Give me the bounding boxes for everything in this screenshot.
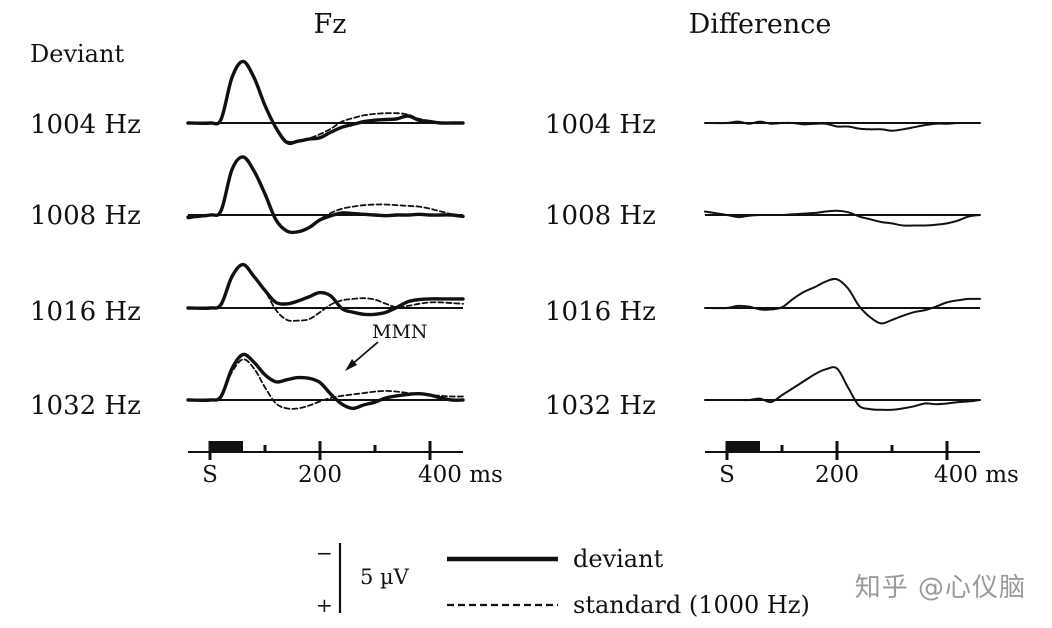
row-label-1032-right: 1032 Hz — [545, 391, 656, 421]
left-standard-wave-1016hz — [187, 263, 464, 322]
right-stimulus-bar — [727, 441, 760, 452]
row-label-1004-left: 1004 Hz — [30, 110, 141, 140]
mmn-arrow-shaft — [349, 341, 379, 367]
right-chart-title: Difference — [689, 9, 832, 40]
right-axis-label-s: S — [719, 462, 735, 488]
right-axis-label-400: 400 ms — [934, 462, 1019, 488]
deviant-header: Deviant — [30, 40, 124, 68]
left-standard-wave-1032hz — [187, 358, 464, 410]
right-difference-wave-1016hz — [704, 277, 981, 325]
legend-deviant-label: deviant — [573, 545, 664, 573]
right-axis-label-200: 200 — [815, 462, 859, 488]
left-axis-label-s: S — [202, 462, 218, 488]
legend-standard-label: standard (1000 Hz) — [573, 591, 810, 619]
left-chart-title: Fz — [314, 9, 347, 40]
left-standard-wave-1004hz — [187, 60, 464, 143]
right-difference-wave-1032hz — [704, 366, 981, 411]
chart-marks — [186, 59, 981, 460]
mmn-arrow-head — [345, 359, 357, 371]
right-difference-wave-1004hz — [704, 120, 981, 132]
scale-minus-sign: − — [316, 541, 333, 565]
left-axis-label-200: 200 — [298, 462, 342, 488]
row-label-1016-left: 1016 Hz — [30, 297, 141, 327]
left-stimulus-bar — [210, 441, 243, 452]
left-deviant-wave-1008hz — [186, 155, 465, 235]
left-standard-wave-1008hz — [187, 156, 464, 234]
mmn-annotation-label: MMN — [372, 321, 428, 343]
scale-label: 5 µV — [360, 565, 410, 589]
row-label-1032-left: 1032 Hz — [30, 391, 141, 421]
left-axis-label-400: 400 ms — [418, 462, 503, 488]
scale-plus-sign: + — [316, 593, 333, 617]
right-difference-wave-1008hz — [704, 209, 981, 227]
row-label-1004-right: 1004 Hz — [545, 110, 656, 140]
row-label-1016-right: 1016 Hz — [545, 297, 656, 327]
watermark-text: 知乎 @心仪脑 — [854, 573, 1026, 603]
row-label-1008-left: 1008 Hz — [30, 201, 141, 231]
row-label-1008-right: 1008 Hz — [545, 201, 656, 231]
